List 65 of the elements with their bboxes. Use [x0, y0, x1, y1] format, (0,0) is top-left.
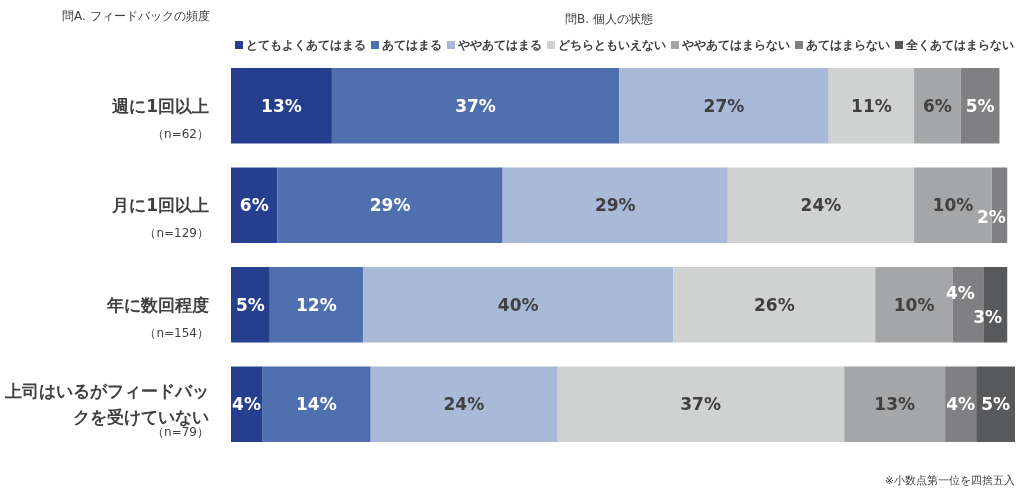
data-label: 5% [235, 294, 265, 315]
legend-label: 全くあてはまらない [905, 38, 1014, 52]
data-label: 3% [973, 306, 1003, 327]
y-tick-label: 週に1回以上 [111, 95, 209, 116]
data-label: 24% [443, 394, 485, 415]
bar [231, 266, 270, 343]
bar [945, 366, 977, 443]
bar [231, 366, 263, 443]
data-label: 5% [965, 95, 995, 116]
legend-label: どちらともいえない [558, 38, 666, 52]
bar [331, 67, 620, 144]
data-label: 26% [754, 294, 795, 315]
text: （n=154） [144, 325, 209, 340]
y-tick-label: 年に数回程度 [106, 294, 209, 315]
data-label: 12% [296, 294, 337, 315]
bar [619, 67, 829, 144]
data-label: 37% [455, 95, 496, 116]
legend-label: ややあてはまらない [681, 38, 790, 52]
bar [231, 167, 278, 244]
bar [370, 366, 558, 443]
data-label: 37% [680, 394, 721, 415]
legend-label: あてはまる [382, 38, 442, 52]
data-label: 2% [977, 207, 1006, 228]
data-label: 10% [932, 195, 974, 216]
data-label: 27% [703, 95, 745, 116]
bar [557, 366, 845, 443]
data-label: 13% [261, 95, 302, 116]
text: （n=62） [152, 126, 209, 141]
text: （n=79） [152, 425, 209, 440]
y-axis-title: 問A. フィードバックの頻度 [62, 9, 210, 23]
y-tick-label: 月に1回以上 [111, 195, 209, 216]
data-label: 14% [296, 394, 337, 415]
bar [828, 67, 915, 144]
data-label: 29% [369, 195, 411, 216]
legend-label: とてもよくあてはまる [246, 38, 366, 52]
legend-label: ややあてはまる [457, 38, 542, 52]
data-label: 4% [945, 282, 975, 303]
bar [231, 67, 332, 144]
bar [277, 167, 503, 244]
chart-title: 問B. 個人の状態 [565, 12, 653, 26]
y-tick-label: 上司はいるがフィードバックを受けていない [4, 381, 209, 428]
data-label: 6% [922, 95, 952, 116]
bar [269, 266, 363, 343]
data-label: 10% [893, 294, 935, 315]
data-label: 4% [232, 394, 261, 415]
bar [727, 167, 915, 244]
data-label: 29% [594, 195, 636, 216]
bar [673, 266, 876, 343]
text: （n=129） [144, 226, 209, 241]
data-label: 40% [497, 294, 539, 315]
data-label: 13% [874, 394, 916, 415]
data-label: 11% [851, 95, 892, 116]
data-label: 5% [981, 394, 1011, 415]
text: ※小数点第一位を四捨五入 [884, 474, 1015, 487]
data-label: 6% [239, 195, 269, 216]
bar [914, 67, 961, 144]
legend-label: あてはまらない [806, 38, 890, 52]
bar [976, 366, 1015, 443]
bar [960, 67, 1000, 144]
bar [844, 366, 946, 443]
data-label: 4% [946, 394, 976, 415]
bar [502, 167, 728, 244]
data-label: 24% [800, 195, 842, 216]
bar [262, 366, 371, 443]
bar [362, 266, 674, 343]
